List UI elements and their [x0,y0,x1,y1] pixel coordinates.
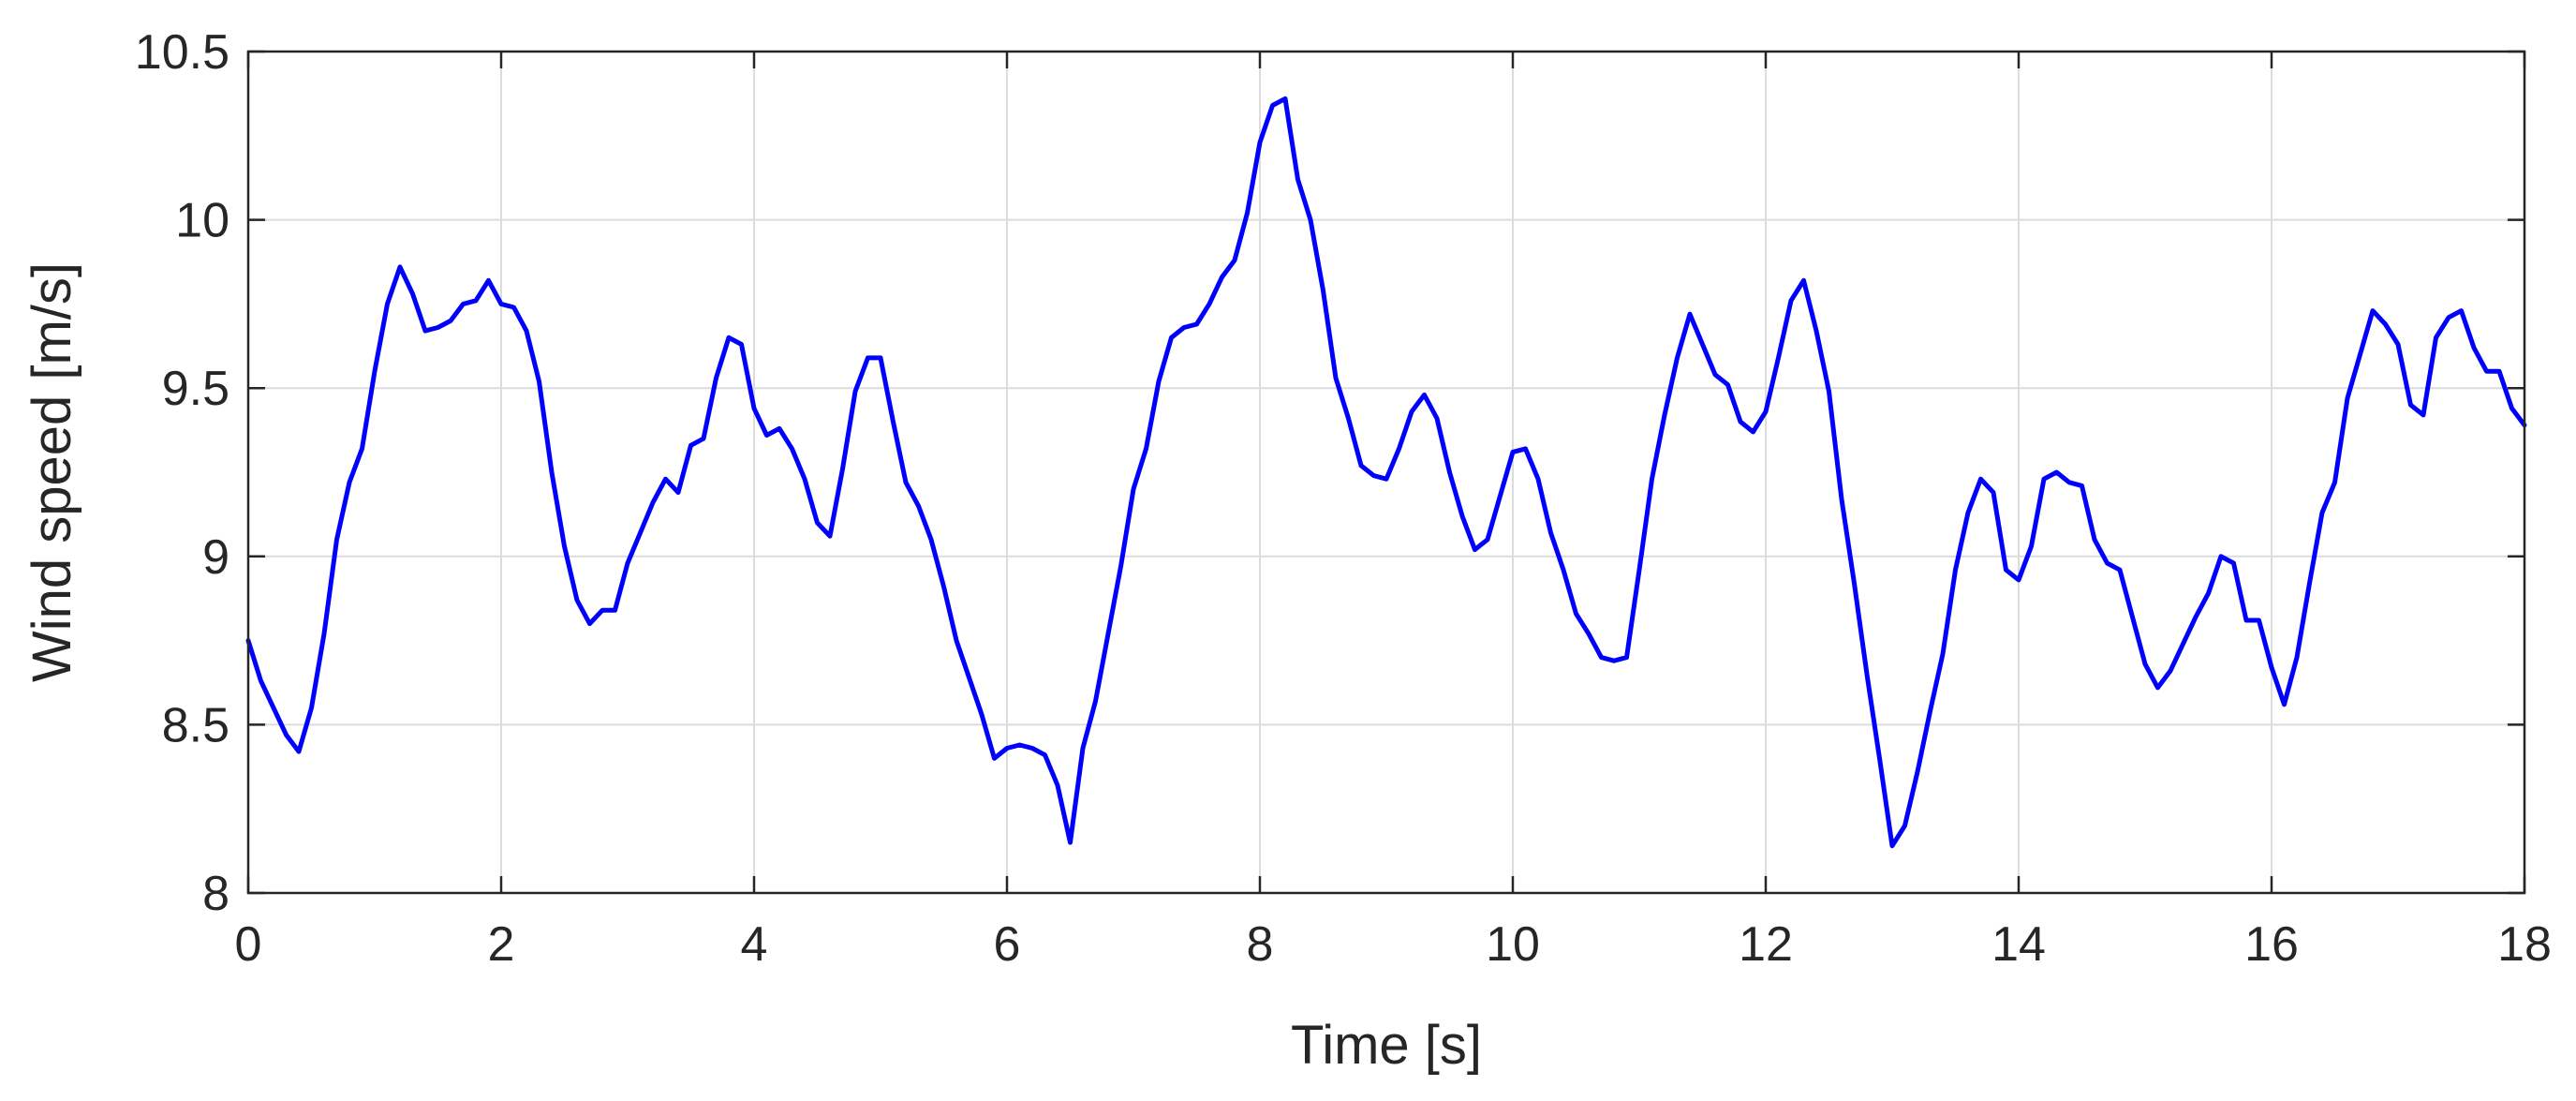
grid-lines [247,51,2525,894]
plot-frame [246,50,2526,895]
x-axis-label: Time [s] [1291,1015,1482,1076]
y-tick-label: 10 [175,194,229,248]
x-tick-label: 2 [488,917,515,972]
y-tick-label: 9.5 [162,362,229,416]
series-layer [245,96,2527,849]
y-tick-label: 8 [202,867,229,921]
y-tick-label: 9 [202,530,229,585]
x-tick-label: 14 [1991,917,2046,972]
y-axis-label: Wind speed [m/s] [22,262,82,682]
x-tick-label: 8 [1247,917,1274,972]
x-tick-label: 4 [741,917,768,972]
wind-speed-series-line [245,96,2527,849]
y-axis-ticks: 8 8.5 9 9.5 10 10.5 [135,25,2524,921]
x-axis-ticks: 0 2 4 6 8 10 12 14 16 18 [235,52,2552,972]
y-tick-label: 8.5 [162,698,229,752]
x-tick-label: 16 [2244,917,2299,972]
x-tick-label: 12 [1739,917,1793,972]
y-tick-label: 10.5 [135,25,229,80]
x-tick-label: 6 [994,917,1021,972]
x-tick-label: 10 [1486,917,1540,972]
x-tick-label: 18 [2497,917,2552,972]
x-tick-label: 0 [235,917,262,972]
